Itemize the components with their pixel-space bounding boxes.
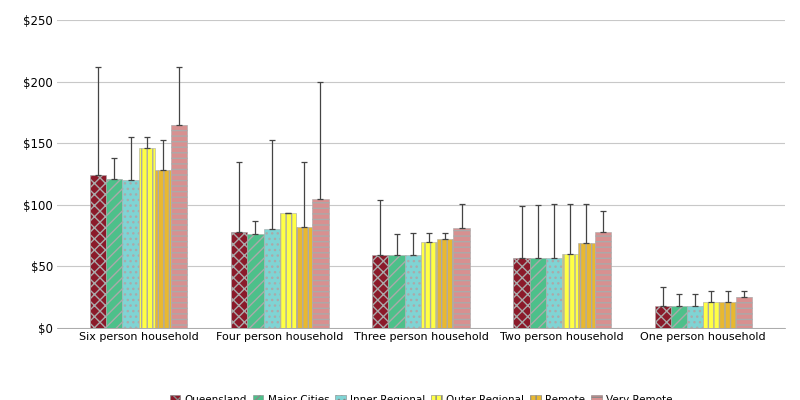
Bar xyxy=(514,258,530,328)
Bar xyxy=(263,230,280,328)
Bar xyxy=(703,302,719,328)
Bar xyxy=(421,242,437,328)
Bar xyxy=(736,297,752,328)
Legend: Queensland, Major Cities, Inner Regional, Outer Regional, Remote, Very Remote: Queensland, Major Cities, Inner Regional… xyxy=(166,391,676,400)
Bar xyxy=(372,255,389,328)
Bar xyxy=(562,254,578,328)
Bar xyxy=(106,179,122,328)
Bar xyxy=(231,232,247,328)
Bar xyxy=(389,255,405,328)
Bar xyxy=(670,306,687,328)
Bar xyxy=(138,148,155,328)
Bar xyxy=(296,227,312,328)
Bar xyxy=(594,232,610,328)
Bar xyxy=(719,302,736,328)
Bar xyxy=(654,306,670,328)
Bar xyxy=(437,239,454,328)
Bar xyxy=(578,243,594,328)
Bar xyxy=(687,306,703,328)
Bar xyxy=(280,214,296,328)
Bar xyxy=(454,228,470,328)
Bar xyxy=(90,175,106,328)
Bar xyxy=(171,125,187,328)
Bar xyxy=(530,258,546,328)
Bar xyxy=(247,234,263,328)
Bar xyxy=(155,170,171,328)
Bar xyxy=(122,180,138,328)
Bar xyxy=(312,199,329,328)
Bar xyxy=(546,258,562,328)
Bar xyxy=(405,255,421,328)
